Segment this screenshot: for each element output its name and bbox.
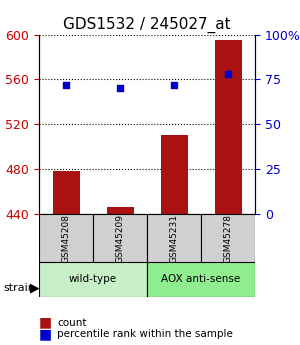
Bar [106, 207, 134, 214]
FancyBboxPatch shape [39, 214, 93, 262]
Text: percentile rank within the sample: percentile rank within the sample [57, 329, 233, 339]
Text: ▶: ▶ [30, 282, 40, 295]
Text: AOX anti-sense: AOX anti-sense [161, 275, 241, 284]
Bar [214, 40, 242, 214]
Text: count: count [57, 318, 86, 327]
FancyBboxPatch shape [93, 214, 147, 262]
Point [226, 71, 230, 77]
Text: GSM45209: GSM45209 [116, 214, 124, 263]
FancyBboxPatch shape [39, 262, 147, 297]
Bar [52, 171, 80, 214]
Bar [160, 135, 188, 214]
Text: GSM45278: GSM45278 [224, 214, 232, 263]
Point [118, 86, 122, 91]
Point [172, 82, 176, 88]
Text: ■: ■ [39, 327, 52, 341]
Text: GSM45231: GSM45231 [169, 214, 178, 263]
Text: wild-type: wild-type [69, 275, 117, 284]
Point [64, 82, 68, 88]
Title: GDS1532 / 245027_at: GDS1532 / 245027_at [63, 17, 231, 33]
FancyBboxPatch shape [201, 214, 255, 262]
Text: ■: ■ [39, 316, 52, 329]
FancyBboxPatch shape [147, 262, 255, 297]
Text: GSM45208: GSM45208 [61, 214, 70, 263]
FancyBboxPatch shape [147, 214, 201, 262]
Text: strain: strain [3, 283, 35, 293]
